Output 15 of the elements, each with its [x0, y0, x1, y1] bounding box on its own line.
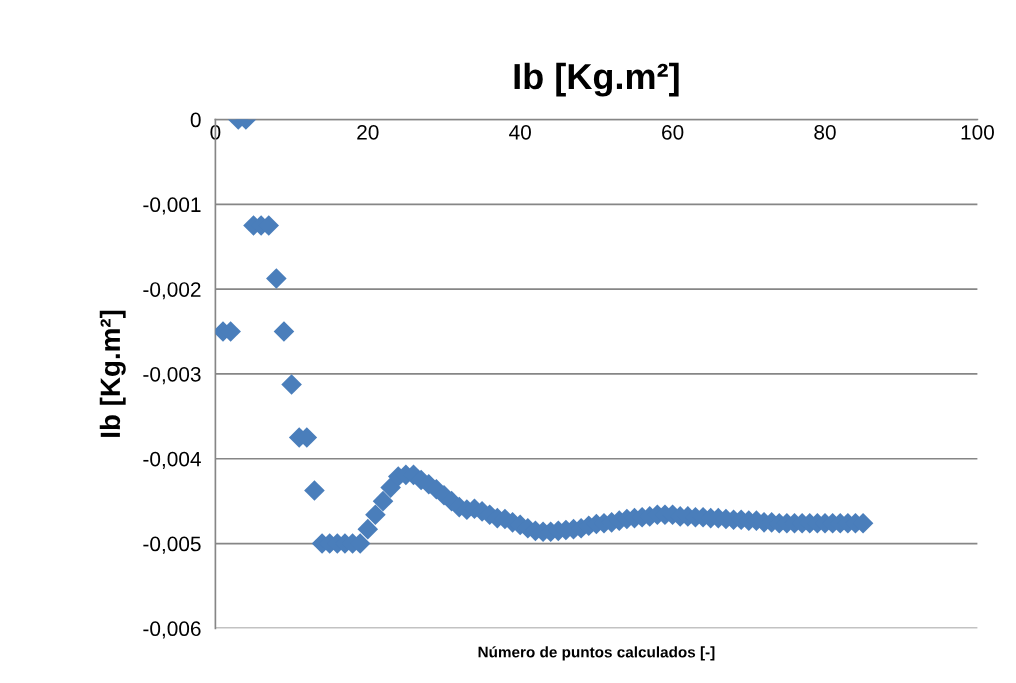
x-tick-label: 40 — [509, 124, 531, 140]
y-axis-title: Ib [Kg.m²] — [99, 310, 126, 437]
y-tick-label: -0,005 — [143, 536, 201, 554]
y-tick-label: -0,003 — [143, 366, 201, 385]
x-tick-label: 20 — [357, 124, 379, 140]
x-tick-label: 60 — [662, 124, 684, 140]
chart-title: Ib [Kg.m²] — [514, 62, 679, 97]
x-tick-label: 80 — [814, 124, 836, 140]
x-axis-title: Número de puntos calculados [-] — [478, 646, 715, 661]
y-tick-label: -0,006 — [143, 621, 201, 639]
y-tick-label: -0,004 — [143, 451, 201, 469]
y-tick-label: -0,002 — [143, 282, 201, 300]
x-tick-label: 100 — [961, 124, 994, 140]
y-tick-label: -0,001 — [143, 197, 201, 215]
y-tick-label: 0 — [190, 112, 201, 128]
